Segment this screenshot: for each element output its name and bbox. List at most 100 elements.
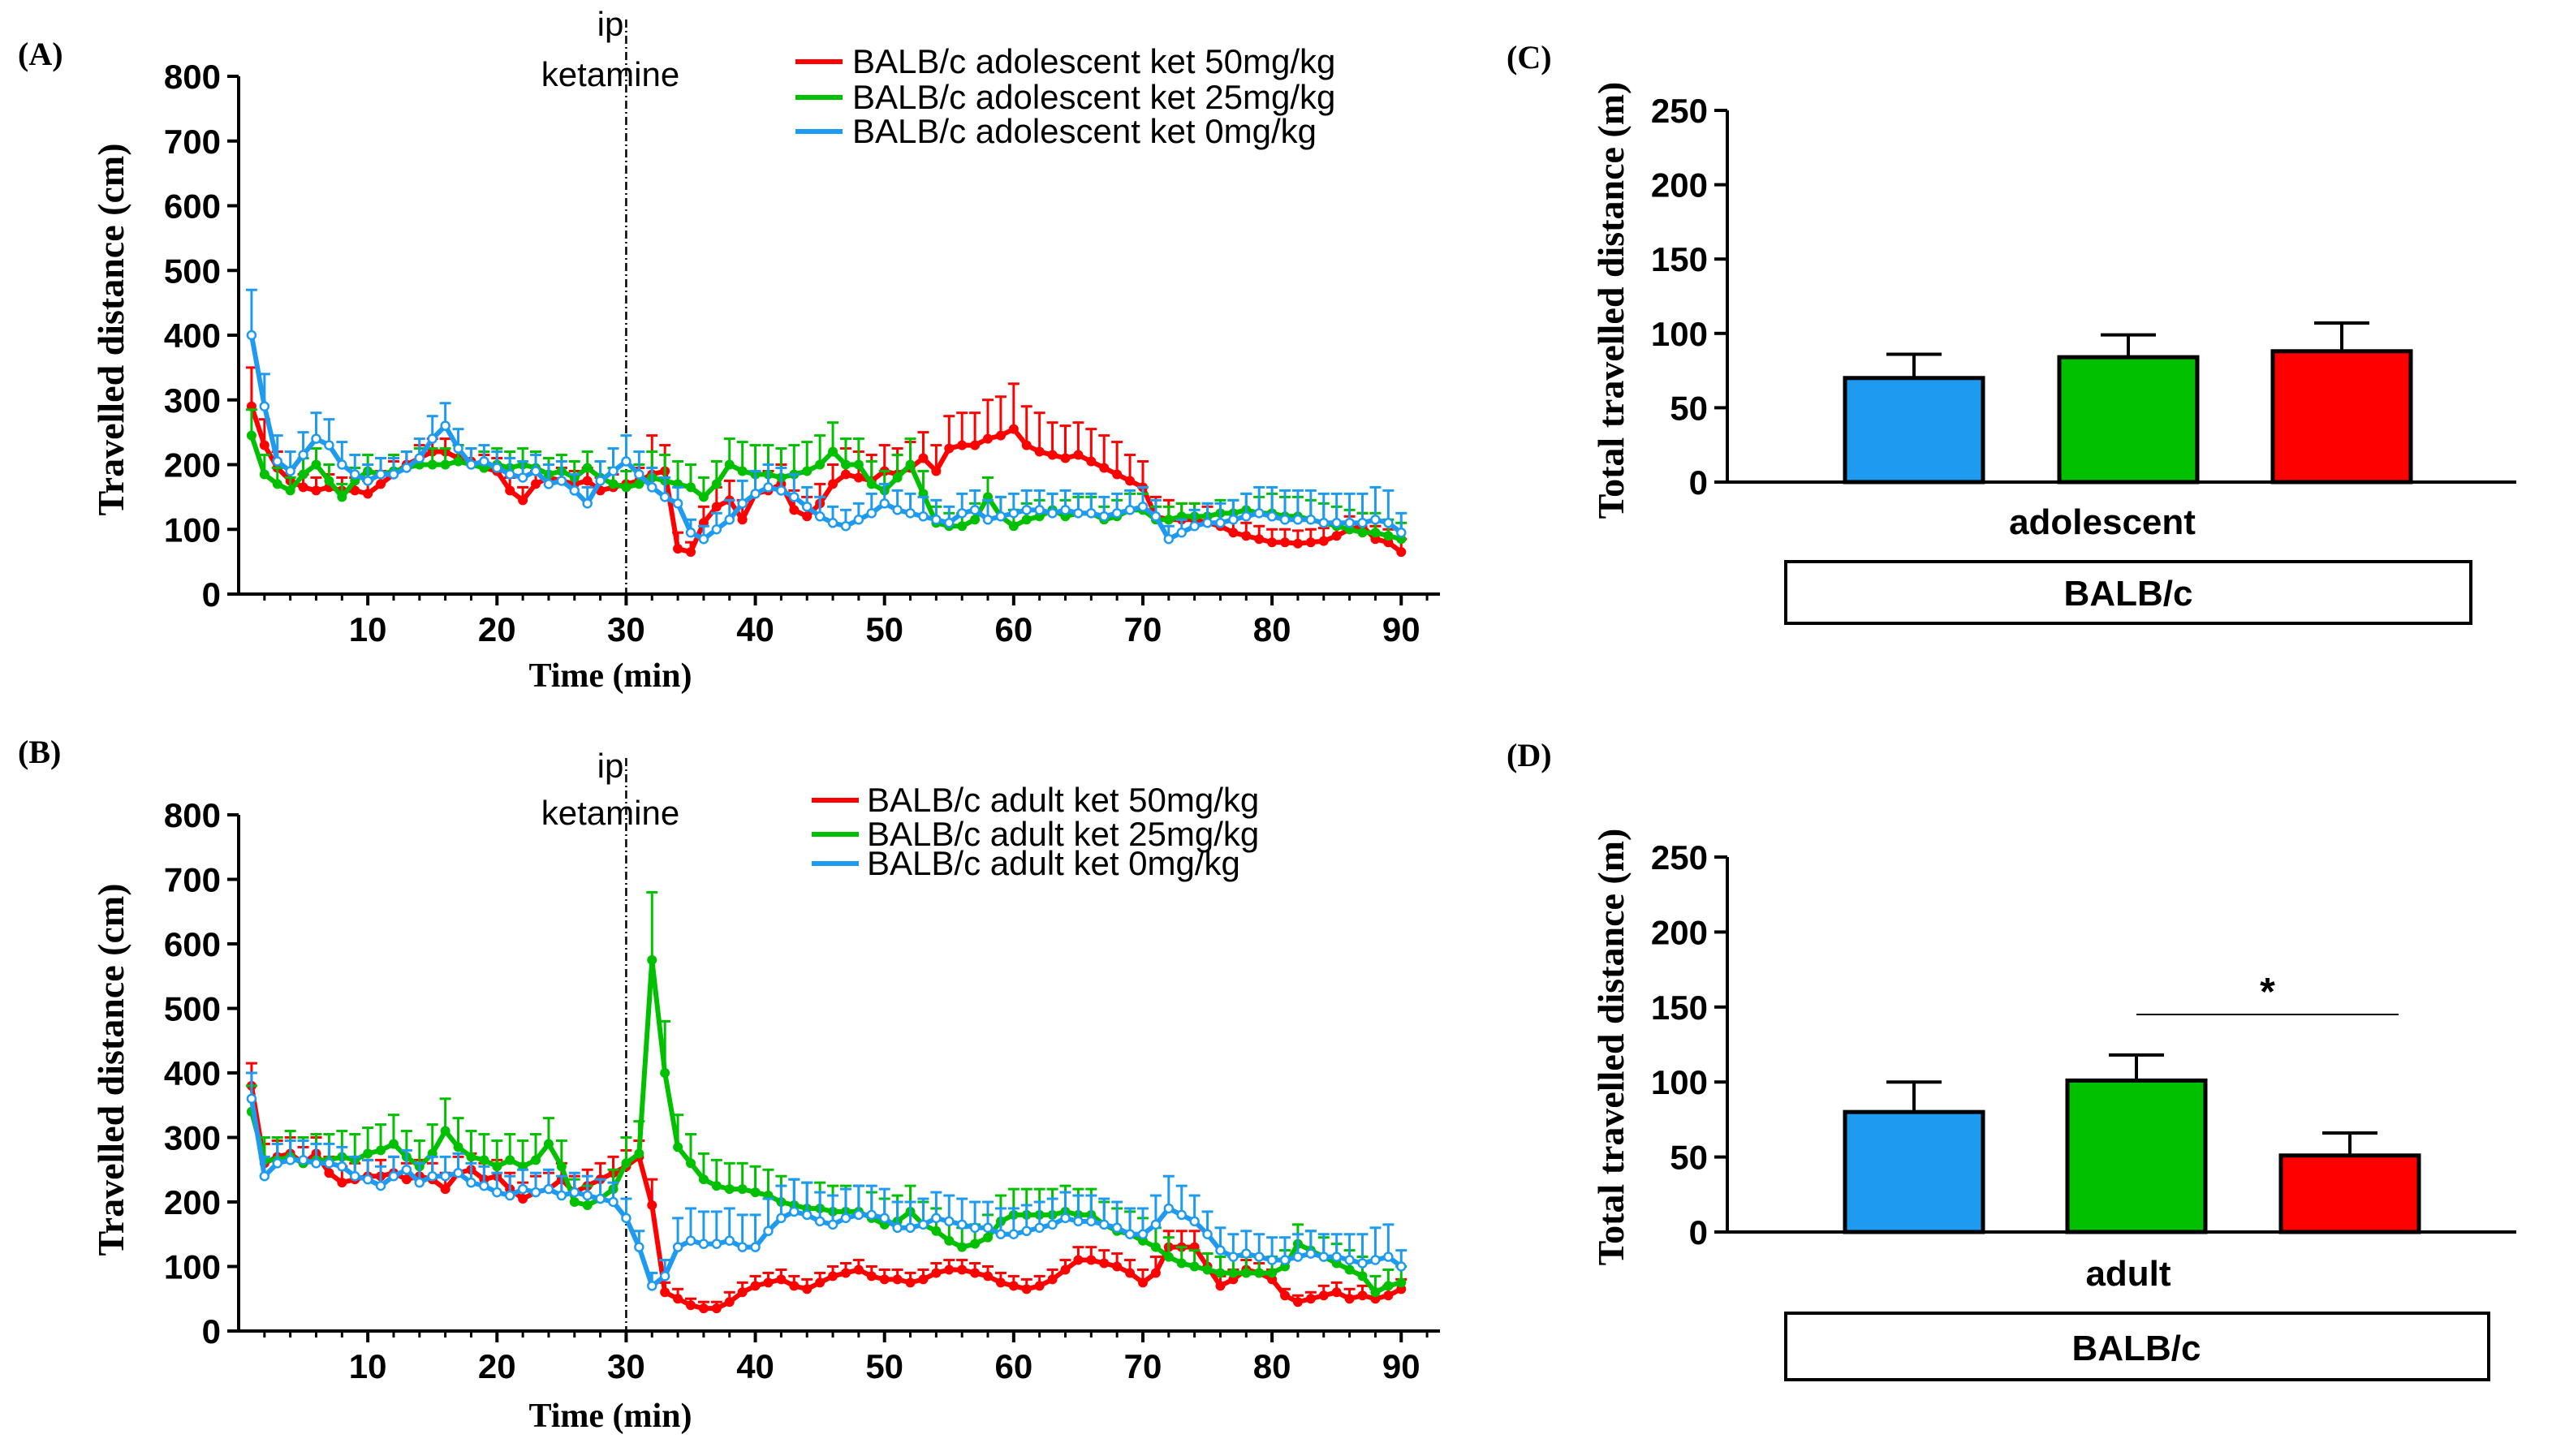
panel-b-data-point [634,1242,644,1252]
panel-b-y-tick-label: 0 [202,1312,221,1350]
panel-b-data-point [1331,1251,1342,1262]
panel-a: (A) Travelled distance (cm) Time (min) i… [18,5,1440,695]
panel-a-data-point [982,515,994,525]
panel-b-x-tick-label: 70 [1124,1347,1162,1385]
panel-b-data-point [853,1264,864,1275]
legend-item-adult-25: BALB/c adult ket 25mg/kg [812,815,1259,853]
panel-a-data-point [750,489,761,499]
panel-a-data-point [931,515,942,525]
panel-a-data-point [1008,521,1019,532]
panel-b-data-point [1228,1251,1239,1262]
panel-b-data-point [440,1126,450,1136]
panel-b-data-point [466,1152,476,1162]
panel-a-data-point [466,459,476,470]
panel-a-legend: BALB/c adolescent ket 50mg/kg BALB/c ado… [795,42,1335,150]
panel-a-data-point [1357,518,1368,528]
panel-a-data-point [1086,508,1097,519]
panel-a-data-point [1137,502,1149,512]
panel-a-data-point [724,459,735,470]
panel-a-data-point [737,515,748,525]
panel-a-data-point [892,505,903,515]
panel-b-data-point [479,1180,489,1191]
panel-b-data-point [337,1161,347,1172]
panel-b-data-point [931,1268,942,1278]
panel-b-x-tick-label: 20 [478,1347,516,1385]
panel-b-data-point [1047,1219,1058,1230]
panel-b-data-point [776,1274,787,1285]
panel-a-data-point [1318,536,1329,546]
panel-a-y-tick-label: 100 [164,510,221,549]
panel-b-data-point [918,1219,929,1230]
panel-a-data-point [892,472,903,483]
panel-d-y-tick-label: 100 [1651,1063,1708,1101]
panel-b-data-point [1344,1255,1355,1265]
panel-a-data-point [1396,527,1407,538]
panel-a-data-point [337,492,347,502]
panel-a-data-point [530,466,541,476]
panel-b-data-point [1215,1281,1226,1291]
panel-b-data-point [801,1209,813,1221]
panel-d-y-tick-label: 0 [1689,1213,1708,1251]
panel-a-data-point [1176,527,1187,538]
panel-d-y-tick-label: 150 [1651,989,1708,1027]
panel-c-category-label: adolescent [2009,502,2196,542]
panel-a-y-tick-label: 400 [164,317,221,355]
panel-b-data-point [647,954,657,965]
panel-b-data-point [376,1145,386,1156]
panel-a-letter: (A) [18,36,63,72]
panel-a-data-point [853,515,864,525]
panel-a-data-point [440,420,450,431]
panel-a-data-point [362,476,373,486]
panel-b-data-point [1228,1268,1239,1278]
panel-b-data-point [324,1158,334,1169]
panel-b-data-point [685,1235,696,1246]
panel-b-data-point [582,1190,593,1201]
panel-b-data-point [1008,1229,1020,1239]
panel-b-data-point [1292,1251,1304,1262]
panel-b-data-point [246,1093,257,1105]
panel-c-y-tick-label: 250 [1651,92,1708,130]
panel-a-data-point [956,508,968,519]
panel-b-data-point [660,1287,670,1298]
panel-a-data-point [1034,505,1045,515]
panel-a-data-point [608,479,619,489]
panel-b-series-blue [245,1071,1407,1291]
panel-a-data-point [492,463,502,473]
panel-b-data-point [1396,1261,1407,1272]
panel-a-data-point [479,456,489,467]
panel-d-group-label: BALB/c [2072,1329,2201,1368]
panel-d-group-box [1784,1312,2490,1381]
panel-a-data-point [995,430,1006,441]
panel-a-data-point [311,485,321,496]
panel-a-data-point [814,511,826,522]
panel-b-data-point [660,1068,670,1078]
panel-a-data-point [673,544,683,554]
panel-b-data-point [1383,1290,1394,1301]
panel-a-series-line [249,405,1403,555]
panel-b-data-point [595,1193,606,1204]
panel-a-data-point [995,511,1007,522]
panel-b-data-point [828,1271,838,1282]
panel-a-data-point [285,485,295,496]
panel-b-data-point [647,1200,657,1210]
panel-b-data-point [827,1219,838,1230]
panel-b-data-point [1034,1281,1045,1291]
panel-a-x-tick-label: 50 [865,610,903,648]
panel-b-data-point [1215,1245,1226,1256]
panel-b-legend: BALB/c adult ket 50mg/kg BALB/c adult ke… [812,781,1259,882]
panel-c-group-label: BALB/c [2064,574,2193,614]
legend-label-adult-50: BALB/c adult ket 50mg/kg [867,781,1259,819]
panel-b-data-point [1253,1251,1265,1262]
panel-b-data-point [1305,1248,1317,1259]
panel-a-data-point [246,330,257,341]
legend-item-adolescent-25: BALB/c adolescent ket 25mg/kg [795,78,1335,116]
panel-b-data-point [814,1216,826,1227]
panel-b-y-tick-label: 600 [164,925,221,963]
panel-a-data-point [518,495,528,506]
panel-b-data-point [505,1155,515,1165]
panel-a-data-point [1370,515,1381,525]
panel-b-data-point [1305,1294,1316,1304]
panel-b-data-point [479,1155,489,1165]
panel-b-data-point [763,1277,774,1288]
panel-a-data-point [259,469,269,480]
